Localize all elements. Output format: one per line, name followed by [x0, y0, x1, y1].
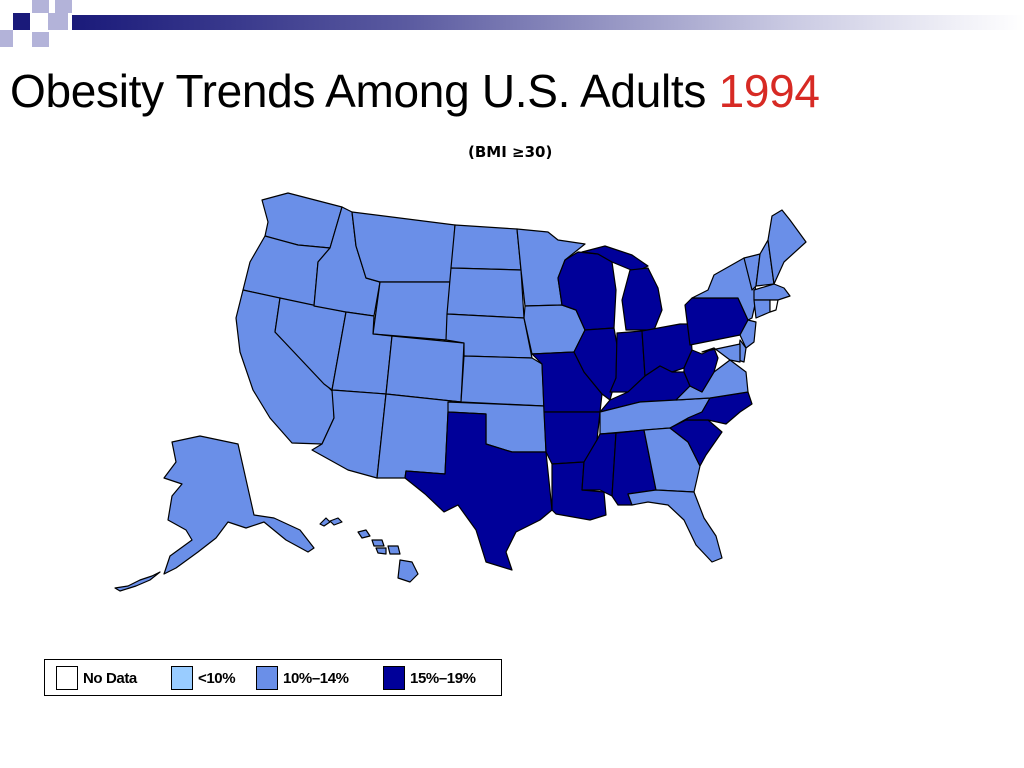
legend-swatch	[56, 666, 78, 690]
legend-item-10-14: 10%–14%	[256, 666, 349, 690]
state-wy	[372, 281, 452, 341]
legend-item-no-data: No Data	[56, 666, 137, 690]
legend-item-15-19: 15%–19%	[383, 666, 476, 690]
state-fl	[627, 489, 723, 563]
state-ri	[769, 299, 779, 313]
legend: No Data <10% 10%–14% 15%–19%	[44, 659, 502, 696]
state-wv	[683, 347, 719, 393]
state-me	[767, 209, 807, 285]
legend-label: 10%–14%	[283, 669, 349, 687]
state-ia	[523, 304, 586, 355]
legend-swatch	[171, 666, 193, 690]
title-text: Obesity Trends Among U.S. Adults	[10, 65, 707, 117]
state-ct	[753, 299, 771, 319]
legend-label: <10%	[198, 669, 236, 687]
state-hi-2	[329, 517, 343, 526]
state-tx	[404, 411, 553, 571]
state-mt	[351, 211, 456, 283]
state-ak	[163, 435, 315, 575]
state-hi-4	[371, 539, 385, 547]
state-ks	[460, 355, 545, 407]
header-decoration	[0, 0, 1024, 47]
state-co	[385, 335, 465, 403]
state-hi-6	[387, 545, 401, 555]
legend-swatch	[256, 666, 278, 690]
legend-swatch	[383, 666, 405, 690]
state-sd	[446, 267, 525, 319]
page-title: Obesity Trends Among U.S. Adults 1994	[10, 64, 820, 118]
state-hi-5	[375, 547, 387, 555]
state-md	[701, 343, 741, 363]
state-ma	[753, 283, 791, 301]
subtitle: (BMI ≥30)	[468, 143, 553, 161]
legend-item-lt10: <10%	[171, 666, 236, 690]
state-hi-1	[319, 517, 331, 527]
state-hi-3	[357, 529, 371, 539]
alaska-aleutians	[114, 571, 161, 592]
state-nj	[739, 319, 757, 349]
legend-label: 15%–19%	[410, 669, 476, 687]
legend-label: No Data	[83, 669, 137, 687]
state-nd	[450, 224, 522, 271]
state-mi	[621, 267, 663, 331]
title-year: 1994	[718, 65, 820, 117]
state-hi-7	[397, 559, 419, 583]
state-pa	[684, 297, 749, 346]
state-nc	[685, 391, 753, 425]
